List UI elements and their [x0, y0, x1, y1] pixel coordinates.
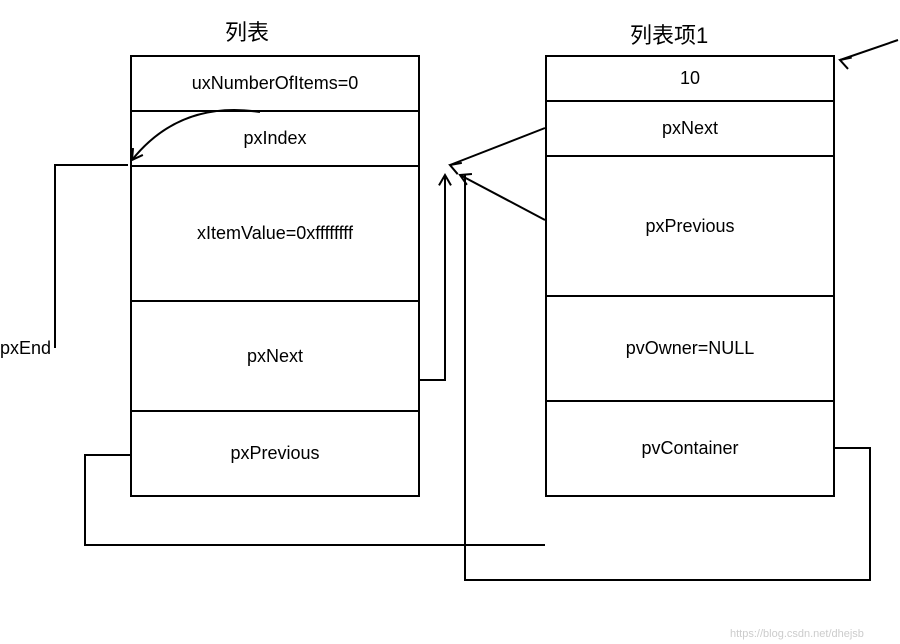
incoming-right-top	[840, 40, 898, 60]
right-pxNext-to-left	[450, 128, 545, 165]
right-table-row-1: pxNext	[546, 101, 834, 156]
pxEnd-to-left	[55, 165, 128, 348]
right-table-row-2: pxPrevious	[546, 156, 834, 296]
left-table-row-3: pxNext	[131, 301, 419, 411]
pxend-label: pxEnd	[0, 338, 51, 359]
left-pxNext-to-right	[420, 175, 445, 380]
right-table: 10pxNextpxPreviouspvOwner=NULLpvContaine…	[545, 55, 835, 497]
left-table-row-2: xItemValue=0xffffffff	[131, 166, 419, 301]
right-table-row-0: 10	[546, 56, 834, 101]
left-table: uxNumberOfItems=0pxIndexxItemValue=0xfff…	[130, 55, 420, 497]
right-pxPrevious-to-left	[460, 175, 545, 220]
left-table-title: 列表	[225, 15, 269, 47]
right-table-row-4: pvContainer	[546, 401, 834, 496]
right-table-row-3: pvOwner=NULL	[546, 296, 834, 401]
left-table-row-1: pxIndex	[131, 111, 419, 166]
left-table-row-0: uxNumberOfItems=0	[131, 56, 419, 111]
left-table-row-4: pxPrevious	[131, 411, 419, 496]
watermark-text: https://blog.csdn.net/dhejsb	[730, 628, 864, 640]
right-table-title: 列表项1	[630, 18, 708, 50]
